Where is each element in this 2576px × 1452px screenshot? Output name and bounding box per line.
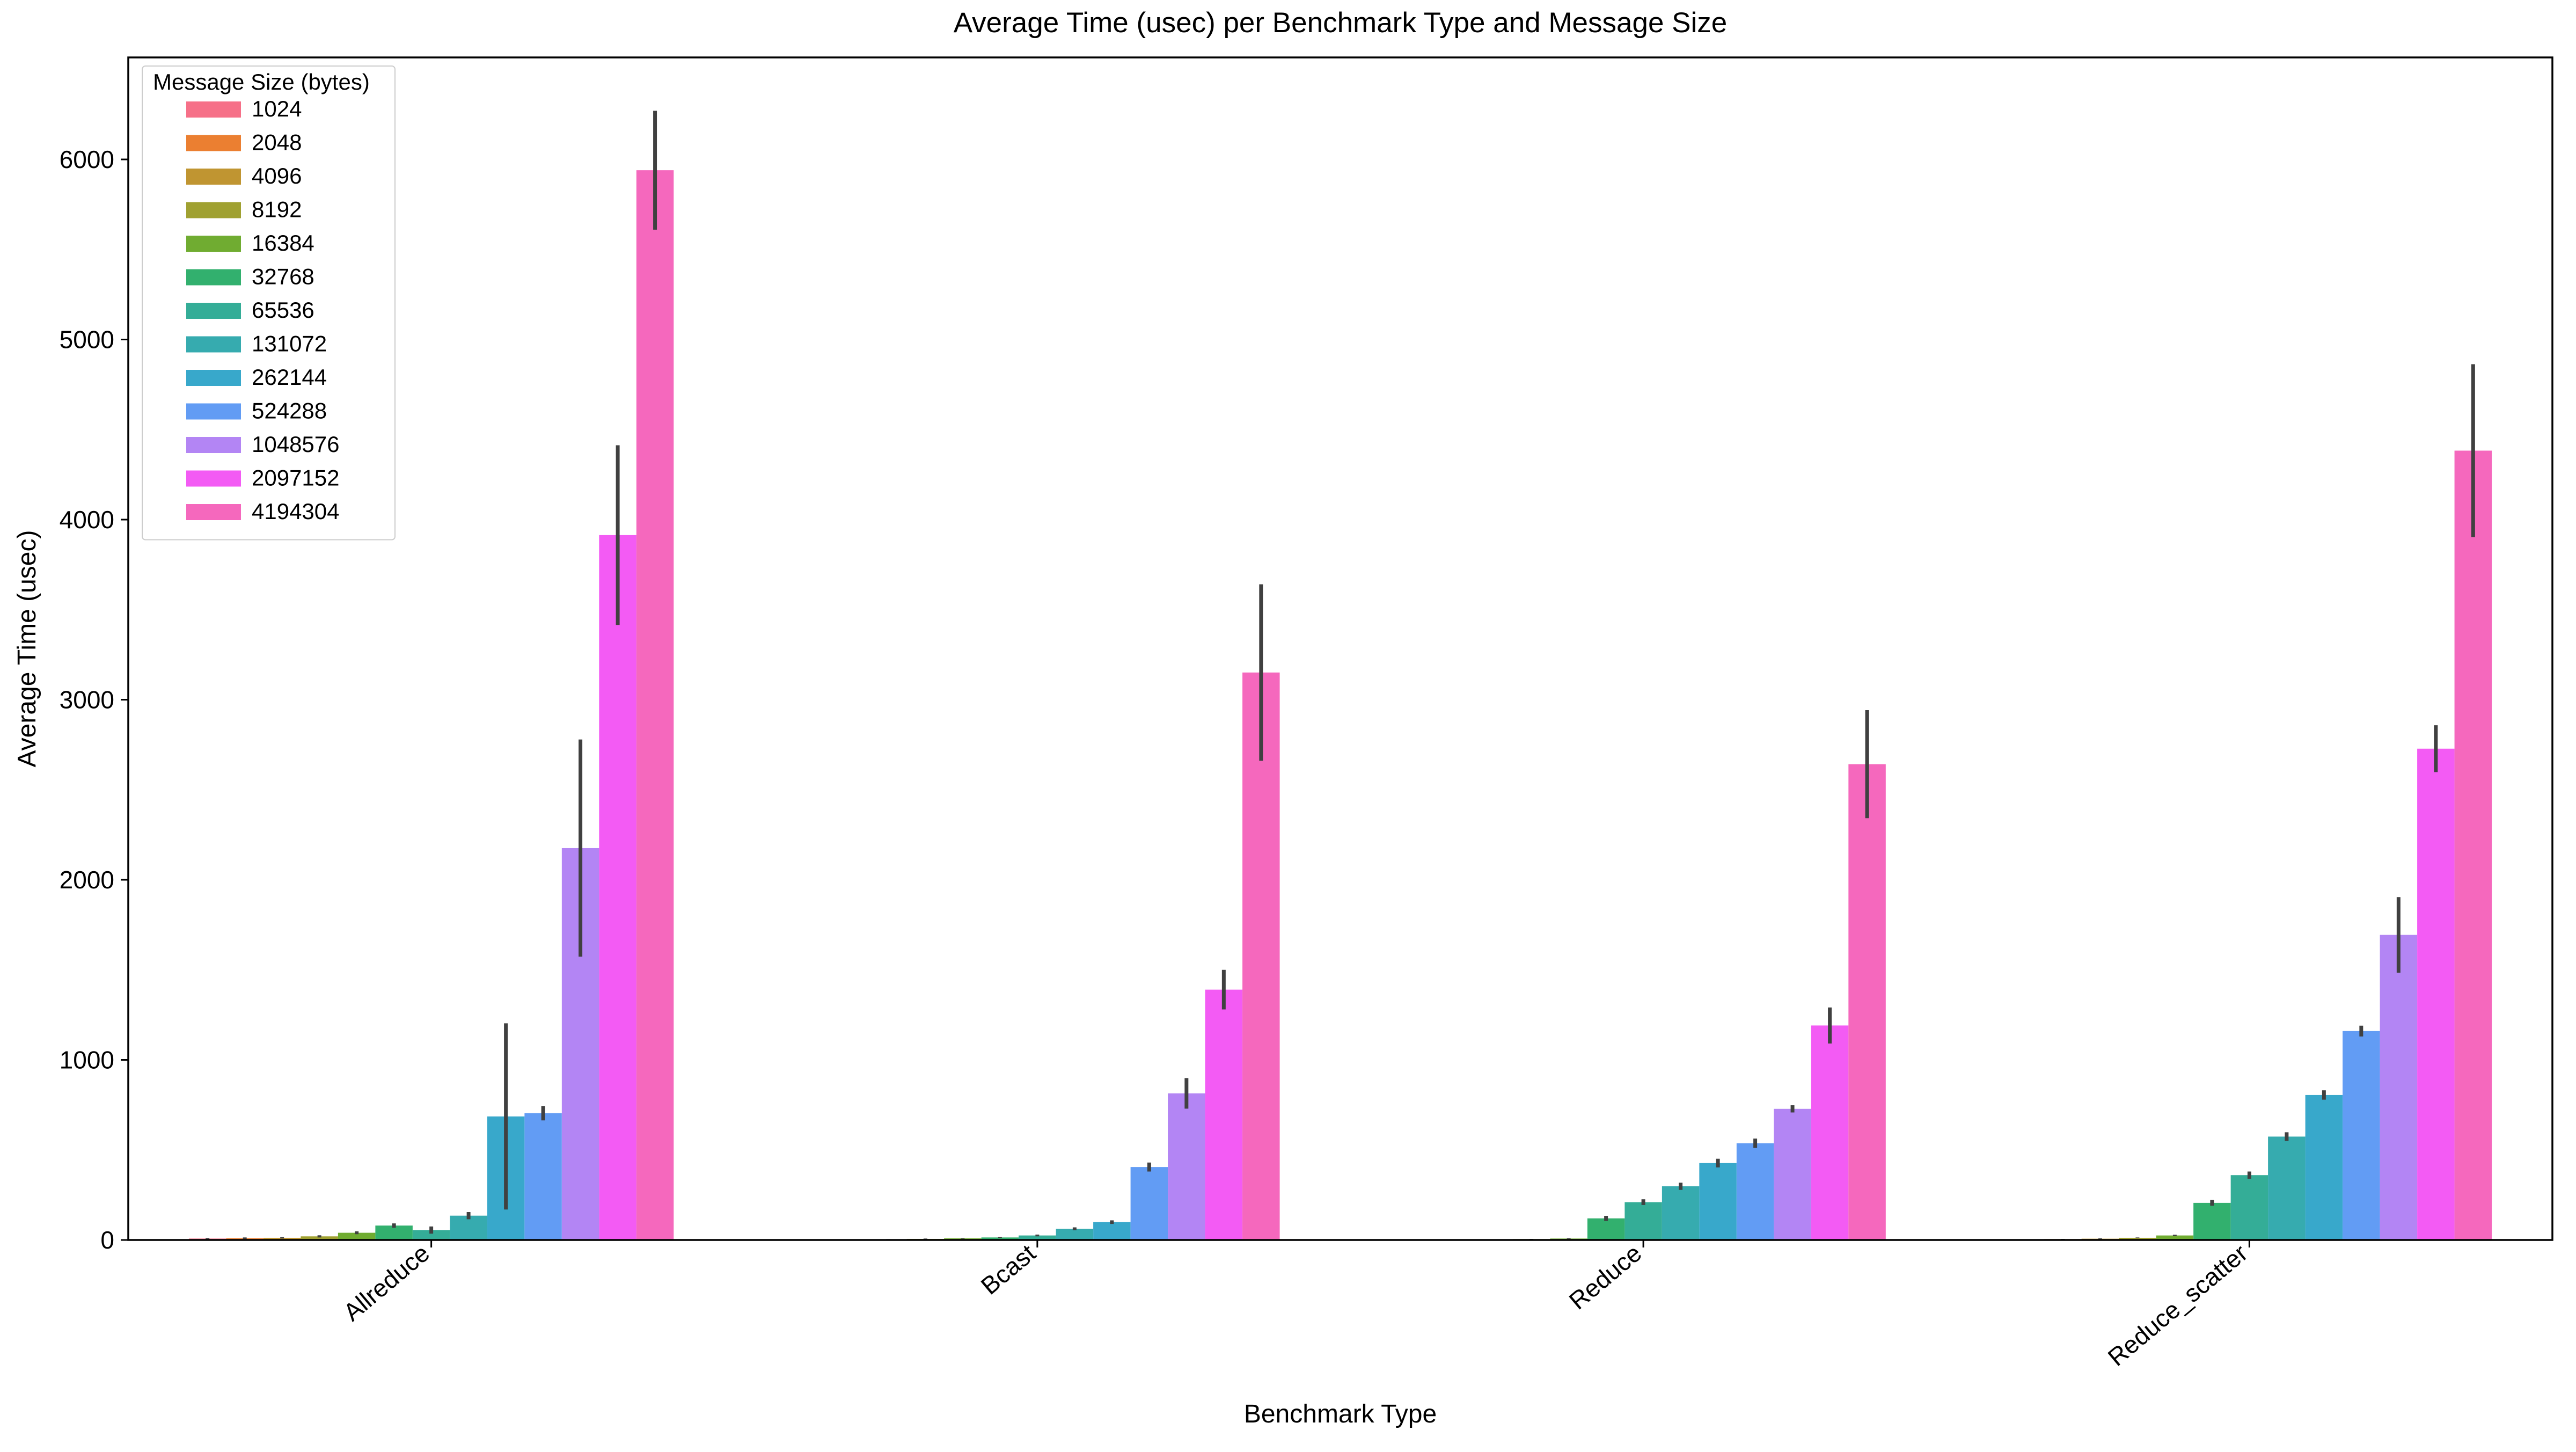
svg-text:2097152: 2097152 (252, 465, 340, 491)
svg-text:4194304: 4194304 (252, 499, 340, 524)
svg-text:2048: 2048 (252, 130, 302, 155)
svg-text:262144: 262144 (252, 364, 327, 390)
svg-text:16384: 16384 (252, 230, 314, 256)
svg-text:4096: 4096 (252, 163, 302, 188)
svg-text:32768: 32768 (252, 264, 314, 289)
svg-text:Benchmark Type: Benchmark Type (1244, 1400, 1437, 1428)
svg-text:Average Time (usec): Average Time (usec) (13, 530, 41, 768)
svg-text:6000: 6000 (60, 145, 114, 173)
svg-text:524288: 524288 (252, 398, 327, 424)
svg-text:65536: 65536 (252, 297, 314, 323)
svg-text:1048576: 1048576 (252, 432, 340, 457)
svg-text:2000: 2000 (60, 866, 114, 894)
svg-text:1000: 1000 (60, 1046, 114, 1074)
svg-text:5000: 5000 (60, 326, 114, 354)
svg-text:3000: 3000 (60, 686, 114, 714)
svg-text:Message Size (bytes): Message Size (bytes) (153, 69, 370, 94)
svg-text:131072: 131072 (252, 331, 327, 356)
svg-text:1024: 1024 (252, 96, 302, 121)
svg-text:Average Time (usec) per Benchm: Average Time (usec) per Benchmark Type a… (954, 7, 1728, 39)
svg-text:8192: 8192 (252, 197, 302, 222)
svg-text:4000: 4000 (60, 506, 114, 534)
svg-text:0: 0 (100, 1226, 114, 1254)
